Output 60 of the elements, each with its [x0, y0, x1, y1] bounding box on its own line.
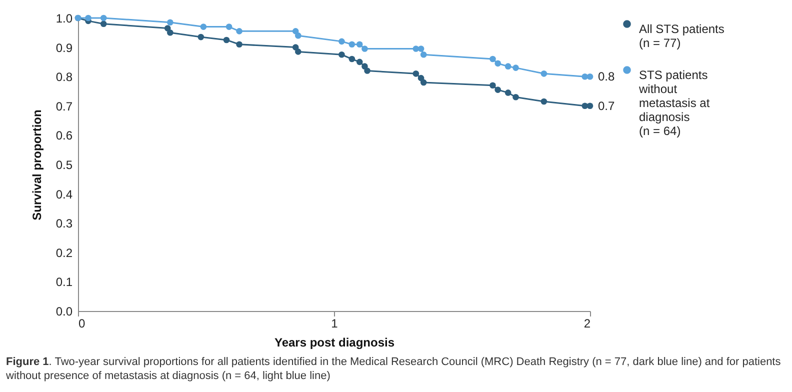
point — [338, 38, 345, 45]
point — [236, 28, 242, 34]
point — [512, 94, 519, 100]
point — [362, 63, 368, 70]
point — [540, 70, 548, 77]
y-tick-label: 0.2 — [56, 246, 73, 260]
y-tick-label: 0.4 — [56, 187, 73, 202]
point — [494, 86, 501, 93]
point — [364, 68, 370, 74]
point — [348, 56, 356, 62]
y-tick-label: 0.8 — [56, 70, 73, 84]
point — [295, 48, 302, 55]
y-tick-label: 0.5 — [56, 158, 73, 172]
y-tick-label: 0.6 — [56, 128, 73, 143]
y-tick-label: 0.3 — [56, 216, 73, 231]
y-axis-title: Survival proportion — [30, 110, 44, 220]
y-tick-label: 1.0 — [56, 12, 73, 26]
x-tick-label: 1 — [331, 316, 338, 330]
point — [100, 20, 107, 28]
y-tick-label: 0.0 — [56, 304, 73, 318]
point — [356, 58, 363, 66]
point — [85, 14, 92, 22]
point — [356, 41, 363, 48]
x-tick-label: 0 — [78, 316, 86, 330]
point — [418, 46, 424, 52]
annotation: 0.7 — [598, 98, 616, 113]
point — [167, 19, 174, 26]
legend-label: STS patients without metastasis at diagnosis (n = 64) — [638, 68, 710, 138]
point — [226, 24, 232, 30]
point — [236, 41, 242, 48]
x-axis-title: Years post diagnosis — [274, 336, 395, 350]
point — [412, 70, 420, 77]
point — [295, 32, 302, 39]
point — [338, 51, 345, 58]
point — [198, 34, 204, 40]
point — [223, 36, 230, 44]
point — [586, 73, 594, 80]
point — [504, 90, 512, 96]
legend-label: All STS patients (n = 77) — [639, 22, 724, 50]
point — [512, 64, 519, 71]
y-tick-label: 0.1 — [56, 275, 73, 290]
annotation: 0.8 — [598, 70, 616, 84]
y-tick-label: 0.7 — [56, 99, 73, 114]
point — [490, 56, 496, 62]
point — [100, 14, 107, 22]
y-tick-label: 0.9 — [56, 40, 73, 55]
point — [494, 60, 501, 67]
point — [586, 102, 594, 110]
point — [362, 46, 368, 52]
point — [348, 41, 356, 48]
point — [540, 98, 548, 105]
x-tick-label: 2 — [584, 316, 591, 330]
point — [200, 24, 207, 30]
point — [504, 63, 512, 70]
point — [420, 79, 427, 86]
point — [412, 46, 420, 52]
caption: Figure 1. Two-year survival proportions for all patients identified in the Medical Research Council (MRC) Death Registry (n = 77, dark blue line) and for patients without presence of metastasis at diagnosis (n = 64, light blue line) — [6, 356, 781, 382]
point — [490, 82, 496, 89]
point — [167, 29, 174, 36]
point — [420, 51, 427, 58]
